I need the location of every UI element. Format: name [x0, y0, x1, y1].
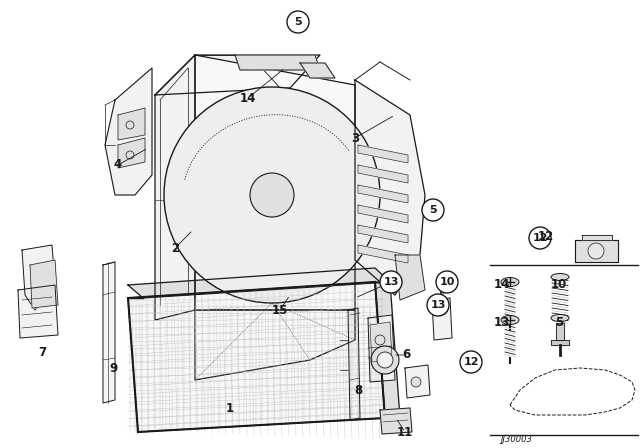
Text: 10: 10: [439, 277, 454, 287]
Polygon shape: [195, 310, 355, 380]
Polygon shape: [300, 63, 335, 78]
Text: 1: 1: [226, 401, 234, 414]
Polygon shape: [358, 225, 408, 243]
Polygon shape: [405, 365, 430, 398]
Text: 12: 12: [532, 233, 548, 243]
Text: 9: 9: [109, 362, 117, 375]
Circle shape: [377, 352, 393, 368]
Ellipse shape: [501, 315, 519, 324]
Polygon shape: [235, 55, 320, 70]
Text: 15: 15: [272, 303, 288, 316]
Text: 5: 5: [429, 205, 437, 215]
Polygon shape: [380, 408, 412, 434]
Circle shape: [422, 199, 444, 221]
Circle shape: [375, 335, 385, 345]
Polygon shape: [348, 308, 360, 420]
Polygon shape: [370, 322, 392, 362]
Polygon shape: [118, 138, 145, 168]
Circle shape: [434, 301, 448, 315]
Text: 14: 14: [494, 279, 510, 292]
Polygon shape: [155, 55, 320, 95]
Polygon shape: [105, 68, 152, 195]
Circle shape: [287, 11, 309, 33]
Polygon shape: [155, 55, 195, 320]
Text: 13: 13: [494, 315, 510, 328]
Circle shape: [460, 351, 482, 373]
Polygon shape: [358, 145, 408, 163]
Polygon shape: [118, 108, 145, 140]
Polygon shape: [432, 298, 452, 340]
Polygon shape: [355, 80, 425, 295]
Text: 4: 4: [114, 159, 122, 172]
Polygon shape: [18, 285, 58, 338]
Polygon shape: [128, 282, 385, 432]
Circle shape: [436, 271, 458, 293]
Circle shape: [126, 151, 134, 159]
Polygon shape: [575, 240, 618, 262]
Circle shape: [588, 243, 604, 259]
Text: 8: 8: [354, 383, 362, 396]
Polygon shape: [358, 165, 408, 183]
Ellipse shape: [551, 273, 569, 280]
Circle shape: [250, 173, 294, 217]
Text: 13: 13: [383, 277, 399, 287]
Text: 12: 12: [538, 231, 554, 244]
Polygon shape: [358, 205, 408, 223]
Polygon shape: [358, 245, 408, 263]
Text: JJ30003: JJ30003: [500, 435, 532, 444]
Polygon shape: [128, 268, 390, 298]
Ellipse shape: [501, 277, 519, 287]
Circle shape: [164, 87, 380, 303]
Polygon shape: [358, 185, 408, 203]
Text: 12: 12: [463, 357, 479, 367]
Polygon shape: [551, 340, 569, 345]
Text: 13: 13: [430, 300, 445, 310]
Text: 6: 6: [402, 349, 410, 362]
Text: 7: 7: [38, 345, 46, 358]
Circle shape: [380, 271, 402, 293]
Circle shape: [371, 346, 399, 374]
Text: 10: 10: [551, 279, 567, 292]
Circle shape: [126, 121, 134, 129]
Text: 14: 14: [240, 91, 256, 104]
Circle shape: [529, 227, 551, 249]
Polygon shape: [582, 235, 612, 240]
Polygon shape: [368, 315, 395, 382]
Circle shape: [427, 294, 449, 316]
Text: 5: 5: [294, 17, 302, 27]
Polygon shape: [103, 262, 115, 403]
Text: 11: 11: [397, 426, 413, 439]
Polygon shape: [195, 55, 355, 310]
Polygon shape: [375, 282, 400, 418]
Text: 5: 5: [555, 315, 563, 328]
Polygon shape: [556, 323, 564, 340]
Circle shape: [411, 377, 421, 387]
Polygon shape: [22, 245, 55, 310]
Text: 3: 3: [351, 132, 359, 145]
Text: 2: 2: [171, 241, 179, 254]
Polygon shape: [395, 255, 425, 300]
Ellipse shape: [551, 314, 569, 322]
Polygon shape: [30, 260, 58, 308]
